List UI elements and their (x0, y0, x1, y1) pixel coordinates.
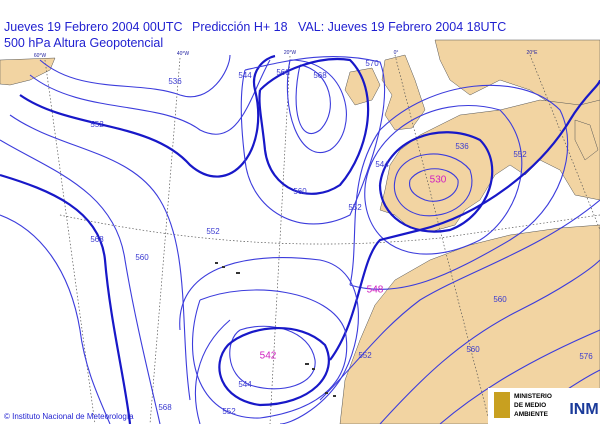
contour-label: 560 (293, 187, 307, 196)
graticule (44, 54, 600, 424)
contour-label: 560 (276, 68, 290, 77)
forecast-step: Predicción H+ 18 (192, 20, 288, 34)
run-time: Jueves 19 Febrero 2004 00UTC (4, 20, 183, 34)
contour-label: 544 (238, 71, 252, 80)
contour-label: 576 (579, 352, 593, 361)
ministry-line: AMBIENTE (514, 411, 549, 418)
low-center: 542 (260, 351, 277, 362)
contour-label: 552 (358, 351, 372, 360)
low-center: 530 (430, 175, 447, 186)
longitude-label: 20°E (527, 50, 539, 56)
ministry-line: MINISTERIO (514, 393, 552, 400)
contour-label: 552 (348, 203, 362, 212)
longitude-label: 60°W (34, 53, 47, 59)
contour-label: 568 (90, 235, 104, 244)
inm-logo: INM (569, 401, 598, 418)
contour-label: 536 (168, 77, 182, 86)
land (0, 39, 600, 424)
ministry-logo: MINISTERIO DE MEDIO AMBIENTE INM (488, 388, 600, 424)
contour-label: 544 (375, 160, 389, 169)
low-center: 548 (367, 285, 384, 296)
contour-label: 560 (135, 253, 149, 262)
credit: © Instituto Nacional de Meteorología (4, 412, 134, 421)
longitude-label: 0° (394, 50, 399, 56)
longitude-label: 20°W (284, 50, 297, 56)
contour-label: 552 (513, 150, 527, 159)
contour-label: 568 (313, 71, 327, 80)
field-name: 500 hPa Altura Geopotencial (4, 36, 163, 50)
contour-label: 560 (466, 345, 480, 354)
contours (0, 54, 600, 424)
contour-label: 552 (222, 407, 236, 416)
contour-label: 570 (365, 59, 379, 68)
valid-time: VAL: Jueves 19 Febrero 2004 18UTC (298, 20, 506, 34)
islands (215, 262, 336, 397)
contour-label: 560 (493, 295, 507, 304)
contour-label: 552 (206, 227, 220, 236)
contour-label: 536 (455, 142, 469, 151)
contour-label: 568 (158, 403, 172, 412)
ministry-line: DE MEDIO (514, 402, 546, 409)
contour-label: 552 (90, 120, 104, 129)
longitude-label: 40°W (177, 51, 190, 57)
contour-label: 544 (238, 380, 252, 389)
